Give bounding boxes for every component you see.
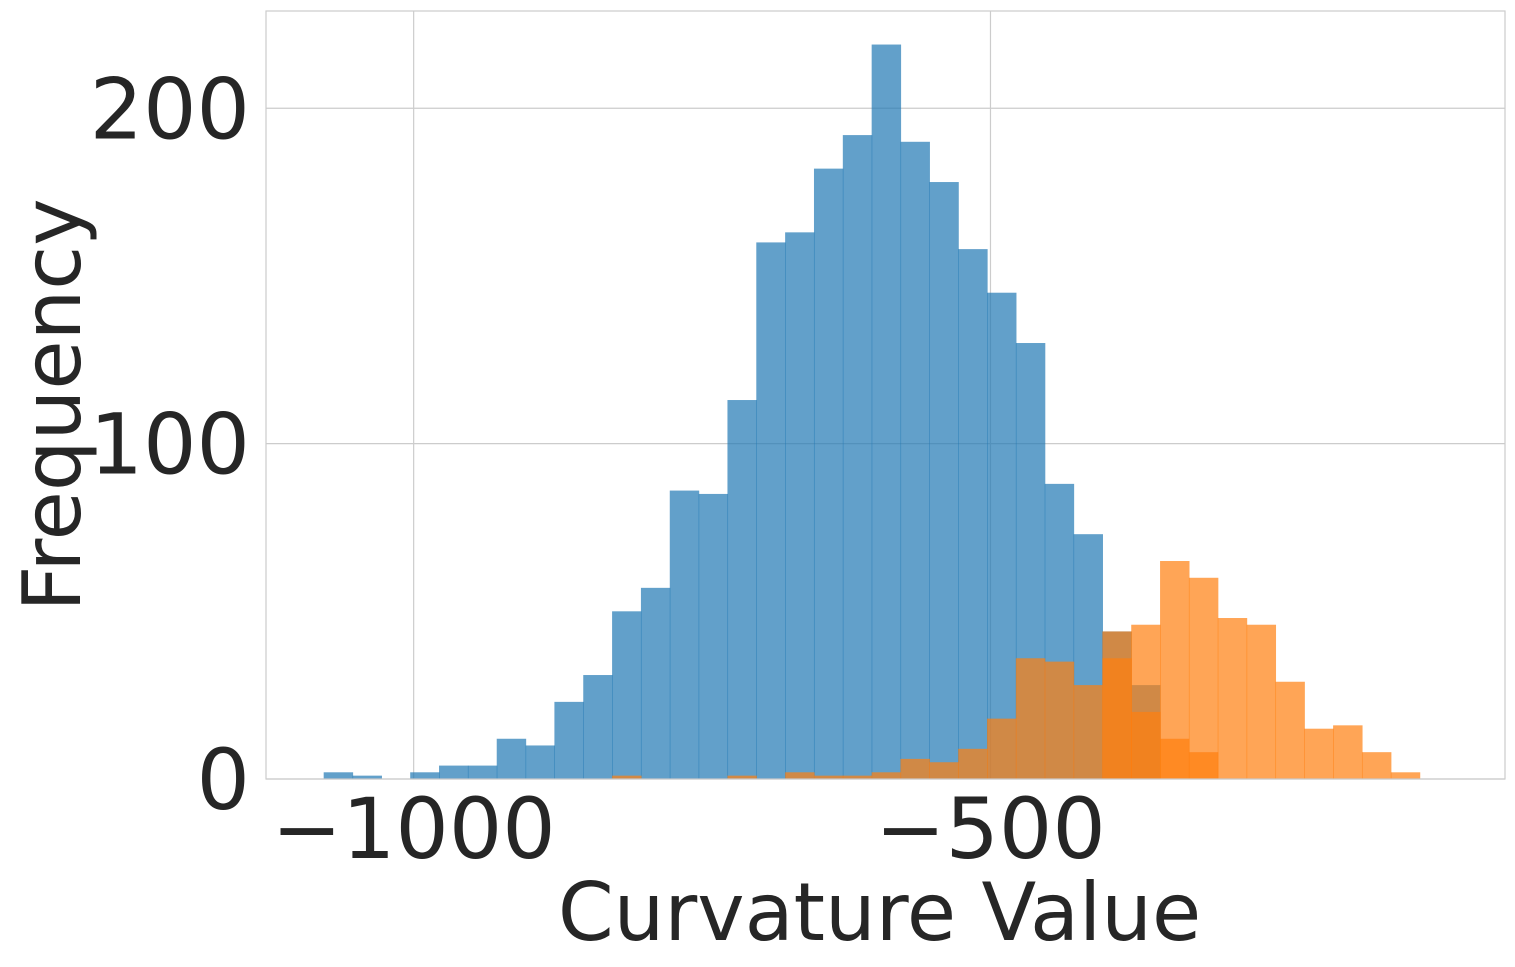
y-tick-label: 0: [197, 731, 250, 829]
histogram-bars: [323, 44, 1421, 780]
histogram-bar: [669, 490, 700, 779]
histogram-bar: [439, 765, 469, 779]
histogram-bar: [323, 772, 354, 779]
histogram-bar: [698, 493, 729, 779]
histogram-bar: [1217, 618, 1248, 779]
histogram-bar: [727, 775, 757, 779]
plot-area-frame: [265, 10, 1506, 780]
histogram-bar: [496, 738, 527, 779]
y-tick-label: 200: [90, 60, 250, 158]
histogram-bar: [1073, 685, 1103, 779]
histogram-bar: [756, 242, 786, 779]
histogram-bar: [900, 141, 930, 780]
histogram-bar: [1044, 661, 1075, 779]
x-tick-label: −500: [875, 780, 1106, 878]
histogram-bar: [727, 400, 757, 779]
histogram-bar: [842, 775, 873, 779]
histogram-bar: [1361, 752, 1392, 779]
histogram-bar: [785, 772, 815, 779]
histogram-bar: [900, 758, 930, 779]
histogram-bar: [958, 249, 988, 780]
histogram-bar: [813, 775, 844, 779]
y-axis-label: Frequency: [6, 198, 99, 611]
histogram-bar: [1275, 681, 1305, 779]
histogram-bar: [929, 182, 959, 779]
histogram-bar: [612, 775, 642, 779]
x-axis-label: Curvature Value: [558, 866, 1201, 959]
histogram-bar: [583, 675, 613, 779]
histogram-bar: [813, 168, 844, 779]
histogram-bar: [410, 772, 440, 779]
histogram-bar: [554, 701, 584, 779]
histogram-bar: [842, 135, 873, 779]
histogram-bar: [1390, 772, 1421, 779]
histogram-bar: [1333, 725, 1363, 779]
histogram-bar: [1188, 577, 1219, 779]
histogram-bar: [352, 775, 382, 779]
x-tick-label: −1000: [272, 780, 556, 878]
tick-labels: −1000 −500 0 100 200: [90, 60, 1106, 878]
histogram-bar: [987, 292, 1017, 779]
histogram-bar: [1015, 658, 1046, 779]
histogram-bar: [612, 611, 642, 779]
histogram-bar: [1102, 631, 1132, 779]
histogram-bar: [1131, 624, 1161, 779]
histogram-bar: [525, 745, 556, 779]
histogram-bar: [1160, 561, 1190, 779]
histogram-bar: [871, 772, 902, 779]
histogram-bar: [1246, 624, 1277, 779]
histogram-bar: [929, 762, 959, 779]
histogram-bar: [987, 718, 1017, 779]
histogram-bar: [640, 587, 671, 779]
histogram-bar: [958, 748, 988, 779]
histogram-bar: [1304, 728, 1334, 779]
histogram-bar: [871, 44, 902, 780]
histogram-bar: [467, 765, 498, 779]
y-tick-label: 100: [90, 396, 250, 494]
histogram-bar: [785, 232, 815, 779]
